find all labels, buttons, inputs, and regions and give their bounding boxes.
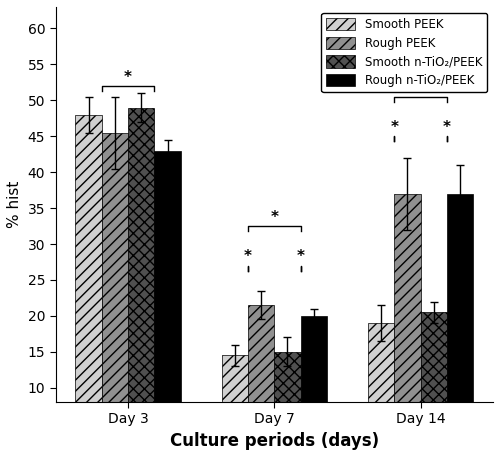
Legend: Smooth PEEK, Rough PEEK, Smooth n-TiO₂/PEEK, Rough n-TiO₂/PEEK: Smooth PEEK, Rough PEEK, Smooth n-TiO₂/P… [322,13,487,92]
Bar [248,305,274,457]
Bar [128,107,154,457]
Text: *: * [296,249,304,264]
Text: *: * [244,249,252,264]
Bar [394,194,420,457]
Text: *: * [416,80,424,96]
Bar [76,115,102,457]
Text: *: * [443,120,451,135]
Bar [102,133,128,457]
Bar [222,356,248,457]
X-axis label: Culture periods (days): Culture periods (days) [170,432,379,450]
Text: *: * [124,69,132,85]
Text: *: * [390,120,398,135]
Y-axis label: % hist: % hist [7,181,22,228]
Bar [154,151,180,457]
Bar [368,323,394,457]
Bar [447,194,473,457]
Text: *: * [270,210,278,225]
Bar [420,312,447,457]
Bar [274,352,300,457]
Bar [300,316,327,457]
